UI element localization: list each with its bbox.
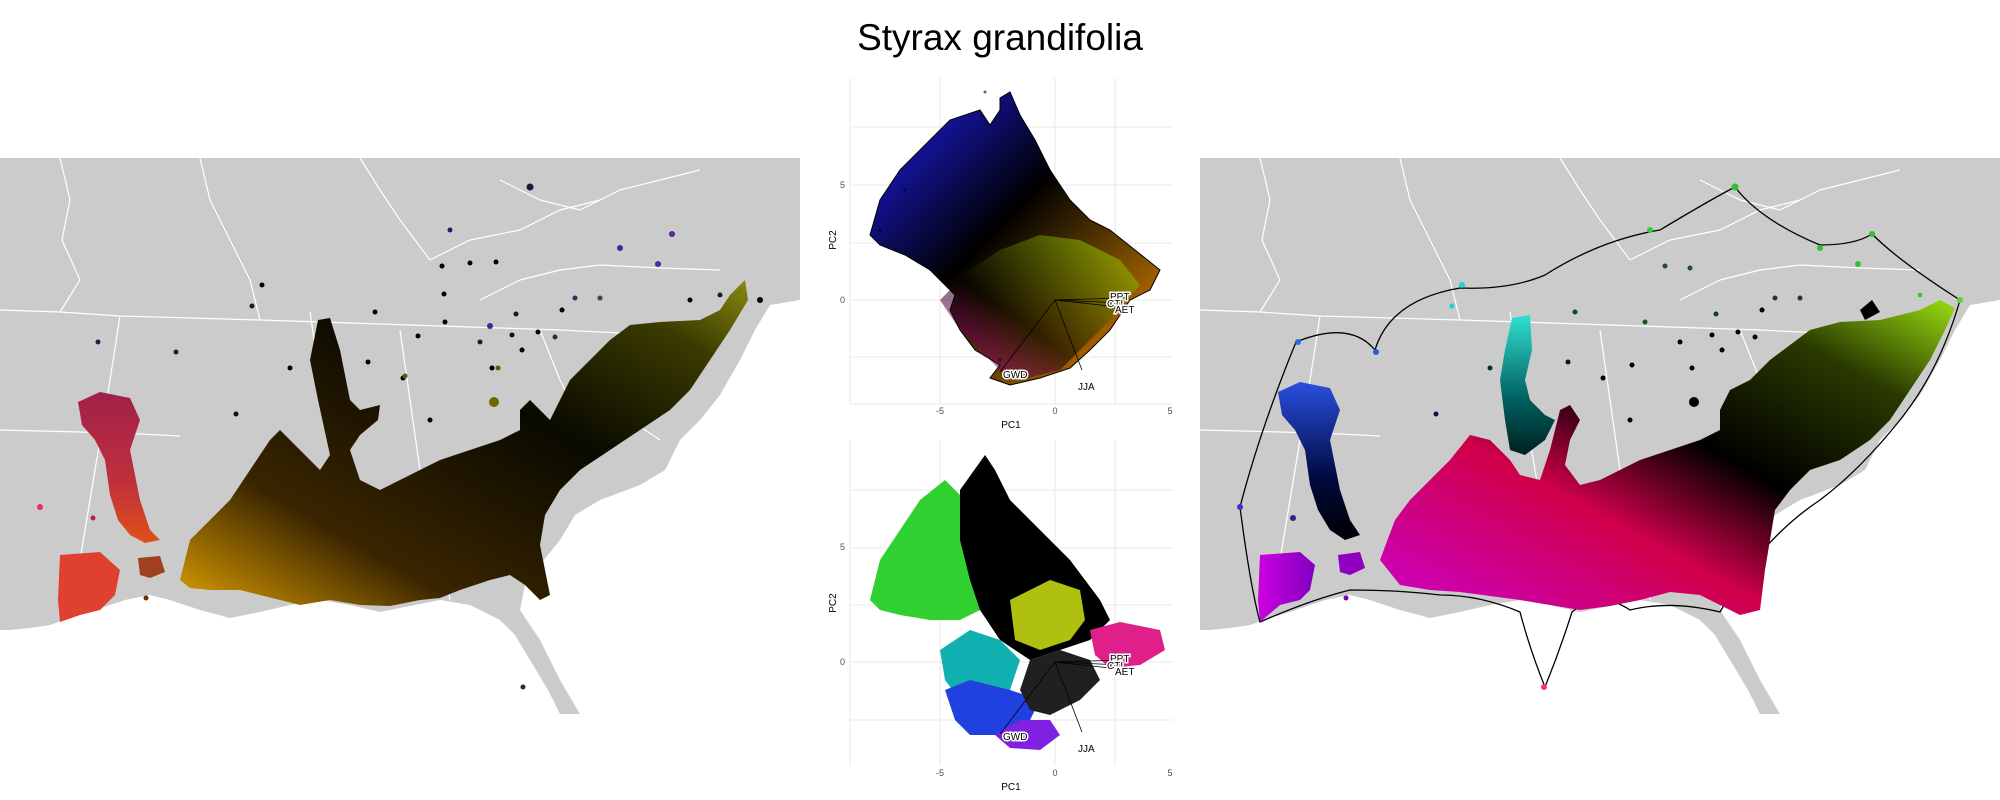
pca-bottom-label-gwd: GWD <box>1003 732 1027 743</box>
pca-top-xtick-2: 5 <box>1167 406 1172 416</box>
pca-top-label-cti: CTI <box>1107 299 1123 310</box>
pca-bottom-xlabel: PC1 <box>1001 782 1021 793</box>
pca-bottom-cloud-dark <box>1020 650 1100 715</box>
right-range-cyan <box>1500 315 1555 455</box>
pca-bottom-axes: -5 0 5 5 0 PC1 PC2 <box>828 542 1173 793</box>
pca-top-ylabel: PC2 <box>828 230 839 250</box>
pca-bottom-xtick-0: -5 <box>936 768 944 778</box>
left-range-patch <box>138 556 165 578</box>
pca-top-label-aet: AET <box>1115 305 1134 316</box>
left-sample-points <box>37 183 763 690</box>
pca-bottom-xtick-2: 5 <box>1167 768 1172 778</box>
right-hull-outline <box>1239 186 1961 689</box>
pca-top-xtick-1: 0 <box>1052 406 1057 416</box>
pca-bottom-cloud-cyan <box>940 630 1020 700</box>
pca-bottom-label-cti: CTI <box>1107 661 1123 672</box>
right-range-west <box>1278 382 1360 540</box>
pca-top-panel: GWD JJA PPT CTI AET -5 0 5 5 0 PC1 PC2 <box>828 78 1173 431</box>
pca-bottom-ytick-1: 0 <box>840 657 845 667</box>
pca-top-hull <box>869 91 1161 386</box>
pca-top-ytick-1: 0 <box>840 295 845 305</box>
pca-bottom-cloud-violet <box>995 720 1060 750</box>
pca-bottom-points <box>870 455 1165 750</box>
right-range-blob <box>1860 300 1880 320</box>
pca-top-ytick-0: 5 <box>840 180 845 190</box>
right-map <box>1200 158 2000 714</box>
left-map <box>0 158 800 714</box>
pca-top-cloud-overlay <box>940 235 1140 380</box>
pca-bottom-vector-labels: GWD JJA PPT CTI AET <box>1002 653 1136 756</box>
pca-bottom-cloud-magenta <box>1090 622 1165 668</box>
pca-bottom-cloud-blue <box>945 680 1040 735</box>
pca-top-axes: -5 0 5 5 0 PC1 PC2 <box>828 180 1173 431</box>
figure-title: Styrax grandifolia <box>857 17 1143 58</box>
pca-top-xlabel: PC1 <box>1001 420 1021 431</box>
pca-bottom-xtick-1: 0 <box>1052 768 1057 778</box>
right-range-patch <box>1338 552 1365 575</box>
pca-bottom-label-aet: AET <box>1115 667 1134 678</box>
left-range-main <box>180 280 748 606</box>
pca-top-label-jja: JJA <box>1078 382 1095 393</box>
pca-bottom-panel: GWD JJA PPT CTI AET -5 0 5 5 0 PC1 PC2 <box>828 440 1173 793</box>
pca-bottom-ylabel: PC2 <box>828 593 839 613</box>
pca-top-label-ppt: PPT <box>1110 292 1129 303</box>
left-range-southwest <box>58 552 120 622</box>
pca-top-scatter-detail <box>878 90 1002 362</box>
right-range-main <box>1380 300 1955 615</box>
pca-top-xtick-0: -5 <box>936 406 944 416</box>
pca-top-vector-labels: GWD JJA PPT CTI AET <box>1002 291 1136 394</box>
pca-top-vectors <box>999 297 1129 373</box>
pca-bottom-ytick-0: 5 <box>840 542 845 552</box>
right-sample-points <box>1237 183 1963 690</box>
pca-bottom-label-jja: JJA <box>1078 744 1095 755</box>
pca-top-label-gwd: GWD <box>1003 370 1027 381</box>
left-range-west <box>78 392 160 543</box>
pca-bottom-vectors <box>999 659 1129 735</box>
pca-top-points <box>869 90 1161 386</box>
right-range-southwest <box>1258 552 1315 622</box>
pca-bottom-cloud-yellow <box>1010 580 1085 650</box>
pca-bottom-label-ppt: PPT <box>1110 654 1129 665</box>
